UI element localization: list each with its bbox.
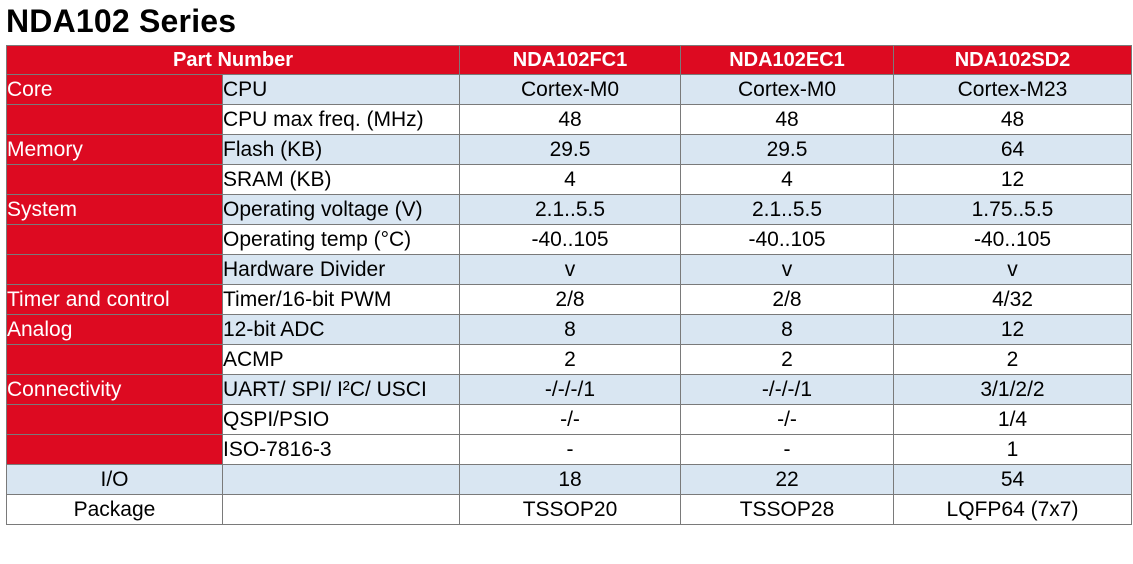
feature-cell: Flash (KB) (222, 134, 460, 165)
value-cell: 1/4 (893, 404, 1132, 435)
value-cell: Cortex-M0 (459, 74, 681, 105)
value-cell: 2 (893, 344, 1132, 375)
category-cell (6, 164, 223, 195)
value-cell: LQFP64 (7x7) (893, 494, 1132, 525)
table-row: Hardware Divider v v v (6, 254, 1132, 285)
category-cell: System (6, 194, 223, 225)
category-cell: Analog (6, 314, 223, 345)
value-cell: 48 (459, 104, 681, 135)
category-cell (6, 254, 223, 285)
value-cell: 2/8 (680, 284, 894, 315)
category-cell (6, 104, 223, 135)
feature-cell: Timer/16-bit PWM (222, 284, 460, 315)
value-cell: 48 (893, 104, 1132, 135)
value-cell: TSSOP20 (459, 494, 681, 525)
table-row: Core CPU Cortex-M0 Cortex-M0 Cortex-M23 (6, 74, 1132, 105)
value-cell: 48 (680, 104, 894, 135)
feature-cell: Hardware Divider (222, 254, 460, 285)
value-cell: 4 (680, 164, 894, 195)
value-cell: 4 (459, 164, 681, 195)
table-row: System Operating voltage (V) 2.1..5.5 2.… (6, 194, 1132, 225)
value-cell: 4/32 (893, 284, 1132, 315)
table-row: QSPI/PSIO -/- -/- 1/4 (6, 404, 1132, 435)
value-cell: 64 (893, 134, 1132, 165)
category-cell: I/O (6, 464, 223, 495)
table-row: Memory Flash (KB) 29.5 29.5 64 (6, 134, 1132, 165)
model-header: NDA102FC1 (459, 45, 681, 75)
category-cell: Core (6, 74, 223, 105)
value-cell: 2.1..5.5 (459, 194, 681, 225)
category-cell (6, 224, 223, 255)
feature-cell: Operating voltage (V) (222, 194, 460, 225)
value-cell: 2/8 (459, 284, 681, 315)
value-cell: 8 (459, 314, 681, 345)
feature-cell: CPU (222, 74, 460, 105)
category-cell (6, 344, 223, 375)
value-cell: -40..105 (680, 224, 894, 255)
part-number-header: Part Number (6, 45, 460, 75)
value-cell: -/- (459, 404, 681, 435)
category-cell: Memory (6, 134, 223, 165)
value-cell: 54 (893, 464, 1132, 495)
value-cell: TSSOP28 (680, 494, 894, 525)
value-cell: v (893, 254, 1132, 285)
feature-cell (222, 494, 460, 525)
category-cell: Package (6, 494, 223, 525)
value-cell: 1 (893, 434, 1132, 465)
feature-cell: QSPI/PSIO (222, 404, 460, 435)
value-cell: 2.1..5.5 (680, 194, 894, 225)
table-row: Connectivity UART/ SPI/ I²C/ USCI -/-/-/… (6, 374, 1132, 405)
feature-cell: SRAM (KB) (222, 164, 460, 195)
table-row: ACMP 2 2 2 (6, 344, 1132, 375)
value-cell: 18 (459, 464, 681, 495)
value-cell: Cortex-M0 (680, 74, 894, 105)
category-cell: Timer and control (6, 284, 223, 315)
value-cell: -/- (680, 404, 894, 435)
category-cell (6, 404, 223, 435)
value-cell: v (459, 254, 681, 285)
category-cell: Connectivity (6, 374, 223, 405)
feature-cell: UART/ SPI/ I²C/ USCI (222, 374, 460, 405)
table-row: Operating temp (°C) -40..105 -40..105 -4… (6, 224, 1132, 255)
value-cell: 8 (680, 314, 894, 345)
value-cell: 12 (893, 314, 1132, 345)
table-row: ISO-7816-3 - - 1 (6, 434, 1132, 465)
value-cell: v (680, 254, 894, 285)
value-cell: - (459, 434, 681, 465)
value-cell: -40..105 (893, 224, 1132, 255)
model-header: NDA102SD2 (893, 45, 1132, 75)
page-title: NDA102 Series (6, 3, 237, 39)
value-cell: Cortex-M23 (893, 74, 1132, 105)
value-cell: -/-/-/1 (459, 374, 681, 405)
value-cell: 1.75..5.5 (893, 194, 1132, 225)
value-cell: 3/1/2/2 (893, 374, 1132, 405)
feature-cell: 12-bit ADC (222, 314, 460, 345)
value-cell: 29.5 (680, 134, 894, 165)
feature-cell (222, 464, 460, 495)
value-cell: -/-/-/1 (680, 374, 894, 405)
category-cell (6, 434, 223, 465)
feature-cell: CPU max freq. (MHz) (222, 104, 460, 135)
value-cell: 12 (893, 164, 1132, 195)
value-cell: - (680, 434, 894, 465)
value-cell: 22 (680, 464, 894, 495)
feature-cell: ISO-7816-3 (222, 434, 460, 465)
value-cell: 29.5 (459, 134, 681, 165)
table-row: CPU max freq. (MHz) 48 48 48 (6, 104, 1132, 135)
feature-cell: ACMP (222, 344, 460, 375)
value-cell: 2 (459, 344, 681, 375)
feature-cell: Operating temp (°C) (222, 224, 460, 255)
table-row: Analog 12-bit ADC 8 8 12 (6, 314, 1132, 345)
table-row: I/O 18 22 54 (6, 464, 1132, 495)
table-row: Package TSSOP20 TSSOP28 LQFP64 (7x7) (6, 494, 1132, 525)
table-row: Timer and control Timer/16-bit PWM 2/8 2… (6, 284, 1132, 315)
spec-table: Part Number NDA102FC1 NDA102EC1 NDA102SD… (6, 45, 1132, 525)
model-header: NDA102EC1 (680, 45, 894, 75)
value-cell: 2 (680, 344, 894, 375)
header-row: Part Number NDA102FC1 NDA102EC1 NDA102SD… (6, 45, 1132, 75)
table-row: SRAM (KB) 4 4 12 (6, 164, 1132, 195)
value-cell: -40..105 (459, 224, 681, 255)
